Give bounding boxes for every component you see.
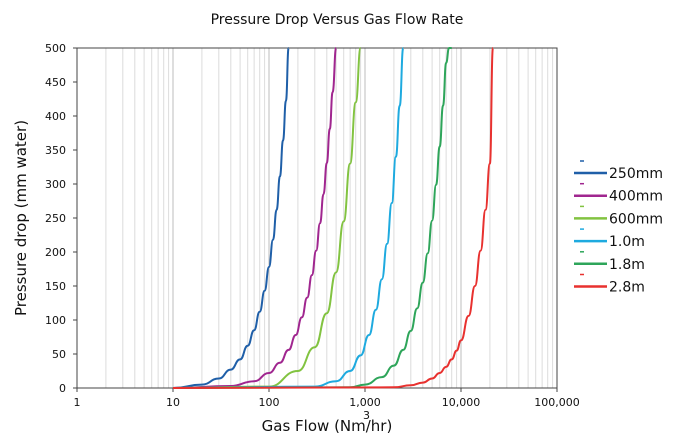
legend-label: 250mm xyxy=(609,166,663,182)
legend-label: 1.8m xyxy=(609,257,645,273)
y-tick-label: 300 xyxy=(45,178,66,191)
series-line-28m xyxy=(172,47,494,389)
series-line-400mm xyxy=(172,47,338,389)
x-axis-label-superscript: 3 xyxy=(363,409,370,422)
y-tick-label: 200 xyxy=(45,246,66,259)
series-line-600mm xyxy=(172,47,362,389)
y-tick-label: 450 xyxy=(45,76,66,89)
legend-label: 1.0m xyxy=(609,234,645,250)
series-line-250mm xyxy=(172,47,290,389)
y-tick-label: 400 xyxy=(45,110,66,123)
chart-title: Pressure Drop Versus Gas Flow Rate xyxy=(210,12,464,28)
legend-label: 600mm xyxy=(609,211,663,227)
y-tick-label: 250 xyxy=(45,212,66,225)
x-tick-label: 1 xyxy=(74,396,81,409)
x-axis-label: Gas Flow (Nm/hr) xyxy=(262,417,393,433)
x-tick-label: 10,000 xyxy=(442,396,481,409)
gridlines xyxy=(105,48,554,388)
x-axis-ticks: 1 10 100 1,000 10,000 100,000 xyxy=(74,388,580,409)
series-line-18m xyxy=(172,46,452,389)
x-tick-label: 1,000 xyxy=(349,396,381,409)
x-tick-label: 100 xyxy=(259,396,280,409)
y-tick-label: 50 xyxy=(52,348,66,361)
y-axis-ticks: 0 50 100 150 200 250 300 350 400 450 500 xyxy=(45,42,77,395)
legend-label: 400mm xyxy=(609,189,663,205)
y-tick-label: 350 xyxy=(45,144,66,157)
legend: 250mm 400mm 600mm 1.0m 1.8m 2.8m xyxy=(574,160,663,296)
series-line-10m xyxy=(172,47,405,389)
legend-label: 2.8m xyxy=(609,280,645,296)
y-tick-label: 150 xyxy=(45,280,66,293)
x-tick-label: 10 xyxy=(166,396,180,409)
y-tick-label: 500 xyxy=(45,42,66,55)
series-group xyxy=(172,46,494,389)
x-tick-label: 100,000 xyxy=(534,396,580,409)
y-tick-label: 100 xyxy=(45,314,66,327)
y-tick-label: 0 xyxy=(59,382,66,395)
y-axis-label: Pressure drop (mm water) xyxy=(12,120,30,316)
plot-frame xyxy=(76,47,558,389)
